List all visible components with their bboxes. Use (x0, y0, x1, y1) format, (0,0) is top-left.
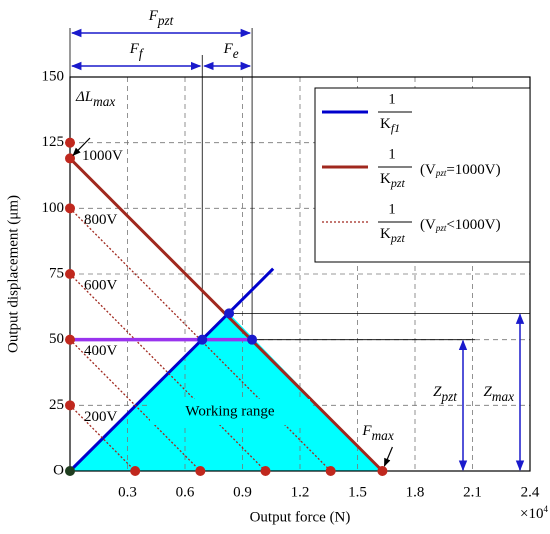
annotation-sub: max (492, 389, 514, 404)
legend-box (314, 87, 531, 263)
legend-note: (Vpzt<1000V) (420, 217, 501, 233)
voltage-label: 600V (84, 277, 118, 293)
annotation: Fe (223, 41, 239, 61)
voltage-label: 1000V (82, 148, 123, 164)
legend-den-sub: pzt (390, 176, 406, 190)
x-tick-label: 0.9 (233, 484, 252, 500)
working-region (70, 313, 383, 471)
point (65, 400, 75, 411)
x-tick-label: 1.8 (406, 484, 425, 500)
arrow (383, 446, 393, 467)
x-tick-label: 1.2 (291, 484, 310, 500)
annotation-sub: e (233, 46, 239, 61)
annotation-main: ΔL (75, 89, 93, 105)
x-tick-label: 2.4 (521, 484, 540, 500)
point (247, 334, 258, 345)
voltage-label: 400V (84, 343, 118, 359)
legend-den-main: K (380, 171, 391, 187)
point (195, 466, 206, 476)
legend-note-post: =1000V) (446, 162, 500, 178)
annotation-main: Z (433, 384, 442, 400)
annotation-main: F (129, 41, 140, 57)
y-tick-label: 100 (42, 200, 65, 216)
x-axis-label: Output force (N) (250, 509, 351, 525)
x-tick-label: 0.6 (176, 484, 195, 500)
arrow (72, 137, 91, 157)
legend-note-pre: (V (420, 217, 436, 233)
point (197, 334, 208, 345)
x-multiplier-sup: 4 (543, 504, 548, 514)
legend-den: Kpzt (380, 171, 406, 189)
legend-den: Kf1 (380, 116, 400, 134)
x-tick-label: 1.5 (348, 484, 367, 500)
annotation-main: F (223, 41, 234, 57)
legend-num: 1 (388, 146, 396, 162)
point (65, 334, 75, 345)
legend-note-post: <1000V) (446, 217, 500, 233)
annotation-main: F (148, 8, 159, 24)
series-line (69, 339, 201, 472)
annotation-sub: max (93, 94, 115, 109)
annotation: Zmax (484, 384, 515, 404)
legend-den-sub: f1 (391, 121, 400, 135)
y-tick-label: O (53, 462, 64, 478)
annotation-sub: max (372, 428, 394, 443)
series-line (68, 267, 275, 473)
annotation: ΔLmax (75, 89, 115, 109)
point (65, 137, 75, 148)
point (224, 308, 235, 319)
legend-note-pre: (V (420, 162, 436, 178)
x-tick-label: 2.1 (463, 484, 482, 500)
point (65, 269, 75, 279)
legend-den-main: K (380, 226, 391, 242)
series-line (69, 404, 136, 472)
point (130, 466, 141, 476)
legend-den-sub: pzt (390, 231, 406, 245)
annotation-sub: f (139, 46, 145, 61)
y-tick-label: 75 (49, 265, 64, 281)
y-tick-label: 50 (49, 331, 64, 347)
legend-note-sub: pzt (435, 168, 447, 178)
annotation: Fmax (361, 423, 393, 443)
annotation: Fpzt (148, 8, 174, 28)
voltage-label: 800V (84, 212, 118, 228)
x-multiplier-main: ×10 (520, 506, 543, 522)
y-tick-label: 125 (42, 134, 65, 150)
voltage-label: 200V (84, 409, 118, 425)
legend-num: 1 (388, 201, 396, 217)
legend-den-main: K (380, 116, 391, 132)
annotation-main: Z (484, 384, 493, 400)
point (65, 466, 75, 476)
region-label-bg (150, 399, 310, 425)
annotation-sub: pzt (440, 389, 457, 404)
point (65, 203, 75, 214)
x-multiplier: ×104 (520, 504, 548, 522)
y-axis-label: Output displacement (μm) (5, 195, 21, 353)
y-tick-label: 150 (42, 68, 65, 84)
legend-note: (Vpzt=1000V) (420, 162, 501, 178)
legend-num: 1 (388, 91, 396, 107)
point (325, 466, 336, 476)
point (260, 466, 271, 476)
annotation: Ff (129, 41, 145, 61)
annotation: Zpzt (433, 384, 457, 404)
legend-note-sub: pzt (435, 223, 447, 233)
point (377, 466, 388, 476)
annotation-sub: pzt (157, 13, 174, 28)
legend-den: Kpzt (380, 226, 406, 244)
y-tick-label: 25 (49, 397, 64, 413)
x-tick-label: 0.3 (118, 484, 137, 500)
region-label: Working range (185, 403, 275, 419)
annotation-main: F (361, 423, 372, 439)
